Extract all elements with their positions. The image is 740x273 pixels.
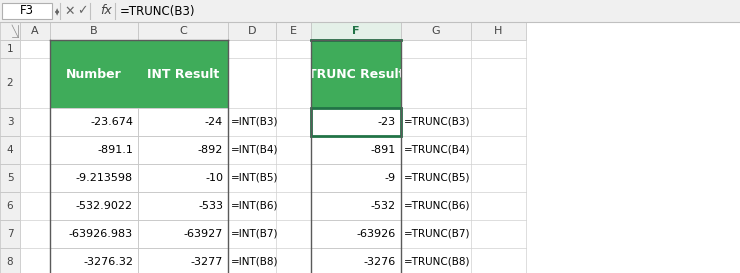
Text: =TRUNC(B3): =TRUNC(B3) <box>120 4 195 17</box>
Bar <box>311 192 401 220</box>
Text: F3: F3 <box>20 4 34 17</box>
Bar <box>138 40 228 108</box>
Bar <box>276 22 311 40</box>
Bar <box>228 22 276 40</box>
Text: F: F <box>352 26 360 36</box>
Text: D: D <box>248 26 256 36</box>
Text: =TRUNC(B3): =TRUNC(B3) <box>404 117 471 127</box>
Bar <box>138 22 228 40</box>
Text: 1: 1 <box>7 44 13 54</box>
Text: -3276.32: -3276.32 <box>83 257 133 267</box>
Bar <box>50 220 138 248</box>
Bar <box>311 220 401 248</box>
Bar <box>50 164 138 192</box>
Bar <box>311 22 401 40</box>
Bar <box>0 192 20 220</box>
Text: =INT(B3): =INT(B3) <box>231 117 278 127</box>
Text: B: B <box>90 26 98 36</box>
Text: TRUNC Result: TRUNC Result <box>308 67 404 81</box>
Text: =TRUNC(B5): =TRUNC(B5) <box>404 173 471 183</box>
Text: A: A <box>31 26 38 36</box>
Text: -3276: -3276 <box>364 257 396 267</box>
Text: -63926.983: -63926.983 <box>69 229 133 239</box>
Text: -63926: -63926 <box>357 229 396 239</box>
Text: =INT(B4): =INT(B4) <box>231 145 278 155</box>
Text: 6: 6 <box>7 201 13 211</box>
Text: -9: -9 <box>385 173 396 183</box>
Text: -24: -24 <box>205 117 223 127</box>
Bar <box>50 108 138 136</box>
Bar <box>50 192 138 220</box>
Bar <box>0 220 20 248</box>
Text: -532: -532 <box>371 201 396 211</box>
Text: -891: -891 <box>371 145 396 155</box>
Text: =INT(B7): =INT(B7) <box>231 229 278 239</box>
Bar <box>401 22 471 40</box>
Text: =INT(B6): =INT(B6) <box>231 201 278 211</box>
Text: INT Result: INT Result <box>147 67 219 81</box>
Text: Number: Number <box>66 67 122 81</box>
Bar <box>138 136 228 164</box>
Text: 4: 4 <box>7 145 13 155</box>
Text: C: C <box>179 26 187 36</box>
Bar <box>50 22 138 40</box>
Text: -532.9022: -532.9022 <box>76 201 133 211</box>
Text: 5: 5 <box>7 173 13 183</box>
Bar <box>138 108 228 136</box>
Bar <box>0 0 740 22</box>
Bar <box>0 40 20 58</box>
Text: =TRUNC(B8): =TRUNC(B8) <box>404 257 471 267</box>
Bar <box>0 58 20 108</box>
Bar <box>138 192 228 220</box>
Text: -9.213598: -9.213598 <box>76 173 133 183</box>
Bar <box>0 248 20 273</box>
Bar <box>311 40 401 108</box>
Text: -23.674: -23.674 <box>90 117 133 127</box>
Bar <box>471 22 526 40</box>
Bar <box>50 40 138 108</box>
Text: 8: 8 <box>7 257 13 267</box>
Bar <box>0 136 20 164</box>
Bar <box>0 22 20 40</box>
Text: =INT(B5): =INT(B5) <box>231 173 278 183</box>
Text: -891.1: -891.1 <box>97 145 133 155</box>
Text: 2: 2 <box>7 78 13 88</box>
Text: ▲: ▲ <box>55 8 59 13</box>
Text: -892: -892 <box>198 145 223 155</box>
Bar <box>20 40 526 273</box>
Bar <box>311 136 401 164</box>
Text: =INT(B8): =INT(B8) <box>231 257 278 267</box>
Bar <box>311 108 401 136</box>
Text: -3277: -3277 <box>191 257 223 267</box>
Bar <box>138 248 228 273</box>
Bar <box>50 248 138 273</box>
Bar <box>0 164 20 192</box>
Text: =TRUNC(B7): =TRUNC(B7) <box>404 229 471 239</box>
Bar <box>50 136 138 164</box>
Text: =TRUNC(B4): =TRUNC(B4) <box>404 145 471 155</box>
Text: fx: fx <box>100 4 112 17</box>
Text: -10: -10 <box>205 173 223 183</box>
Bar <box>138 164 228 192</box>
Text: ✓: ✓ <box>77 4 87 17</box>
Text: -23: -23 <box>378 117 396 127</box>
Text: ✕: ✕ <box>65 4 75 17</box>
Text: G: G <box>431 26 440 36</box>
Text: H: H <box>494 26 502 36</box>
Text: -63927: -63927 <box>184 229 223 239</box>
Text: E: E <box>290 26 297 36</box>
Bar <box>311 164 401 192</box>
Text: =TRUNC(B6): =TRUNC(B6) <box>404 201 471 211</box>
Bar <box>311 248 401 273</box>
Bar <box>138 220 228 248</box>
Text: ▼: ▼ <box>55 11 59 16</box>
Bar <box>0 108 20 136</box>
Bar <box>2 3 52 19</box>
Text: -533: -533 <box>198 201 223 211</box>
Text: 7: 7 <box>7 229 13 239</box>
Text: 3: 3 <box>7 117 13 127</box>
Bar <box>20 22 50 40</box>
